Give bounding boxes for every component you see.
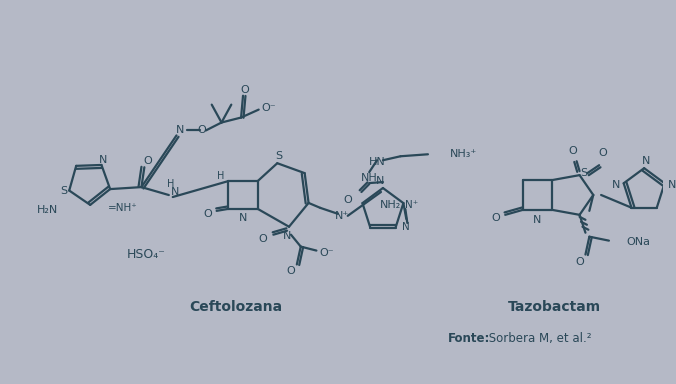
Text: N: N [176,126,185,136]
Text: O: O [203,209,212,219]
Text: N: N [376,176,384,186]
Text: N: N [642,156,650,166]
Text: Tazobactam: Tazobactam [508,300,601,314]
Text: NH₂: NH₂ [380,200,402,210]
Text: NH: NH [361,173,378,183]
Text: N: N [533,215,541,225]
Text: O: O [241,85,249,95]
Text: S: S [276,151,283,161]
Text: N: N [612,180,620,190]
Text: N: N [239,213,247,223]
Text: N⁺: N⁺ [335,211,349,221]
Text: N⁺: N⁺ [405,200,418,210]
Text: S: S [580,168,587,178]
Text: O: O [569,146,577,156]
Text: HSO₄⁻: HSO₄⁻ [126,248,166,261]
Text: O: O [599,148,608,158]
Text: O: O [258,233,267,244]
Text: O: O [491,213,500,223]
Text: Fonte:: Fonte: [448,333,490,346]
Text: N: N [283,231,291,241]
Text: HN: HN [368,157,385,167]
Text: NH₃⁺: NH₃⁺ [450,149,477,159]
Text: =NH⁺: =NH⁺ [107,203,137,213]
Text: H₂N: H₂N [37,205,58,215]
Text: S: S [59,185,67,195]
Text: O: O [575,258,584,268]
Text: H: H [167,179,174,189]
Text: O⁻: O⁻ [319,248,333,258]
Text: N: N [402,222,410,232]
Text: N: N [99,155,107,165]
Text: O: O [197,126,206,136]
Text: N: N [170,187,179,197]
Text: ONa: ONa [627,237,650,247]
Text: O: O [287,266,295,276]
Text: O: O [343,195,352,205]
Text: H: H [217,171,224,181]
Text: N: N [669,180,676,190]
Text: Ceftolozana: Ceftolozana [190,300,283,314]
Text: O⁻: O⁻ [261,103,276,113]
Text: O: O [143,156,151,166]
Text: Sorbera M, et al.²: Sorbera M, et al.² [485,333,592,346]
